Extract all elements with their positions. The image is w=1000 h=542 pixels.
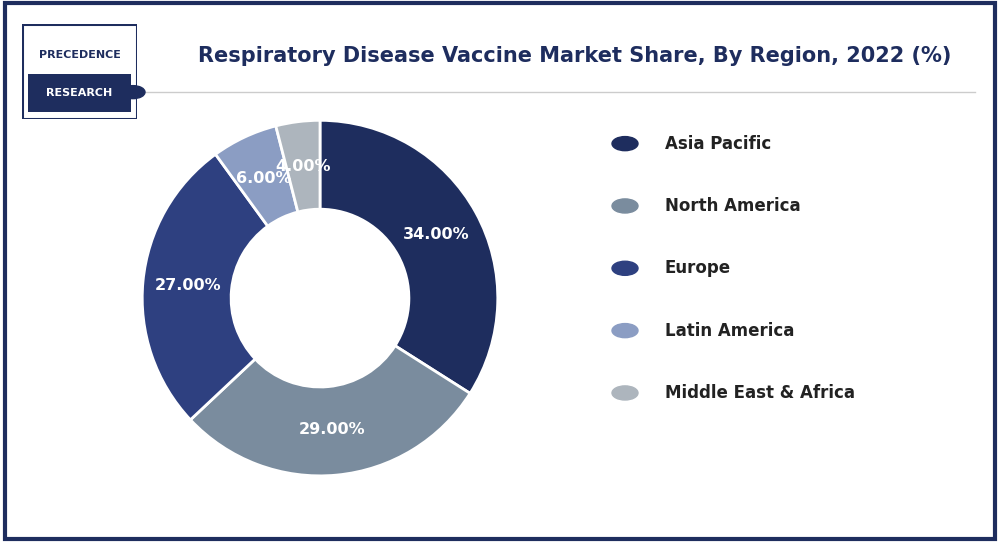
Wedge shape	[216, 126, 298, 226]
Text: North America: North America	[665, 197, 801, 215]
Text: PRECEDENCE: PRECEDENCE	[39, 50, 120, 60]
Text: 27.00%: 27.00%	[155, 278, 221, 293]
Text: 4.00%: 4.00%	[276, 159, 331, 174]
Text: Europe: Europe	[665, 259, 731, 278]
Text: RESEARCH: RESEARCH	[46, 88, 113, 98]
Wedge shape	[142, 154, 268, 420]
Text: 29.00%: 29.00%	[299, 422, 366, 437]
Wedge shape	[276, 120, 320, 212]
Text: Latin America: Latin America	[665, 321, 794, 340]
Wedge shape	[320, 120, 498, 393]
Text: 6.00%: 6.00%	[236, 171, 291, 186]
Wedge shape	[190, 346, 470, 476]
Text: Middle East & Africa: Middle East & Africa	[665, 384, 855, 402]
Bar	[28, 74, 131, 112]
Text: 34.00%: 34.00%	[403, 227, 469, 242]
Text: Respiratory Disease Vaccine Market Share, By Region, 2022 (%): Respiratory Disease Vaccine Market Share…	[198, 46, 952, 66]
Text: Asia Pacific: Asia Pacific	[665, 134, 771, 153]
